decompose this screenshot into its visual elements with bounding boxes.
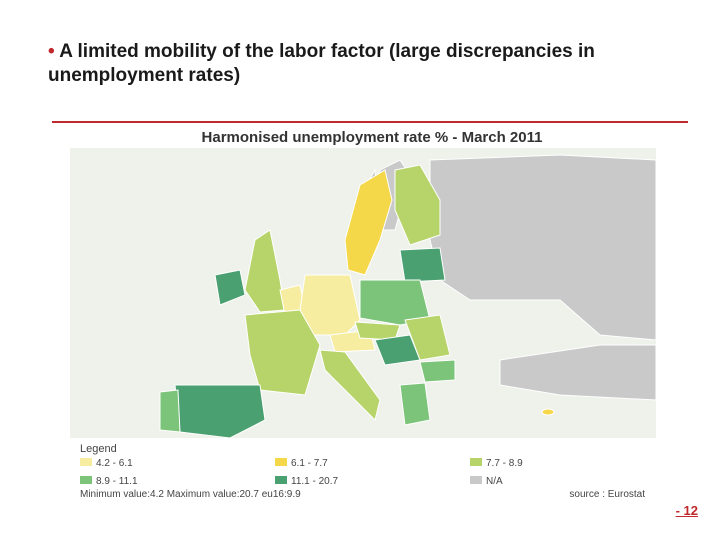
legend-swatch [470, 476, 482, 484]
france [244, 309, 321, 396]
cyprus [541, 408, 555, 416]
legend-swatch [80, 476, 92, 484]
sweden [344, 169, 393, 276]
footnote: Minimum value:4.2 Maximum value:20.7 eu1… [80, 489, 301, 500]
legend-label: 8.9 - 11.1 [96, 476, 138, 487]
legend-label: N/A [486, 476, 503, 487]
ireland [214, 269, 246, 306]
romania [404, 314, 451, 361]
map-title: Harmonised unemployment rate % - March 2… [202, 129, 543, 146]
finland [394, 164, 441, 246]
portugal [159, 389, 181, 433]
legend-heading: Legend [80, 443, 117, 455]
legend-label: 11.1 - 20.7 [291, 476, 339, 487]
bullet: • [48, 41, 55, 62]
source: source : Eurostat [569, 489, 645, 500]
legend-box [70, 440, 656, 502]
countries [159, 154, 657, 439]
legend-swatch [470, 458, 482, 466]
legend-items: 4.2 - 6.1 6.1 - 7.7 7.7 - 8.9 8.9 - 11.1… [80, 458, 523, 487]
bulgaria [419, 359, 456, 383]
title-text: A limited mobility of the labor factor (… [48, 41, 595, 86]
legend-swatch [80, 458, 92, 466]
legend-swatch [275, 476, 287, 484]
legend-label: 7.7 - 8.9 [486, 458, 523, 469]
italy [319, 349, 381, 421]
slide-title: • A limited mobility of the labor factor… [48, 40, 608, 88]
turkey [499, 344, 657, 401]
greece [399, 382, 431, 426]
legend-label: 6.1 - 7.7 [291, 458, 328, 469]
divider [52, 121, 688, 123]
baltics [399, 247, 446, 283]
legend-label: 4.2 - 6.1 [96, 458, 133, 469]
legend-swatch [275, 458, 287, 466]
page-number: - 12 [675, 503, 698, 518]
